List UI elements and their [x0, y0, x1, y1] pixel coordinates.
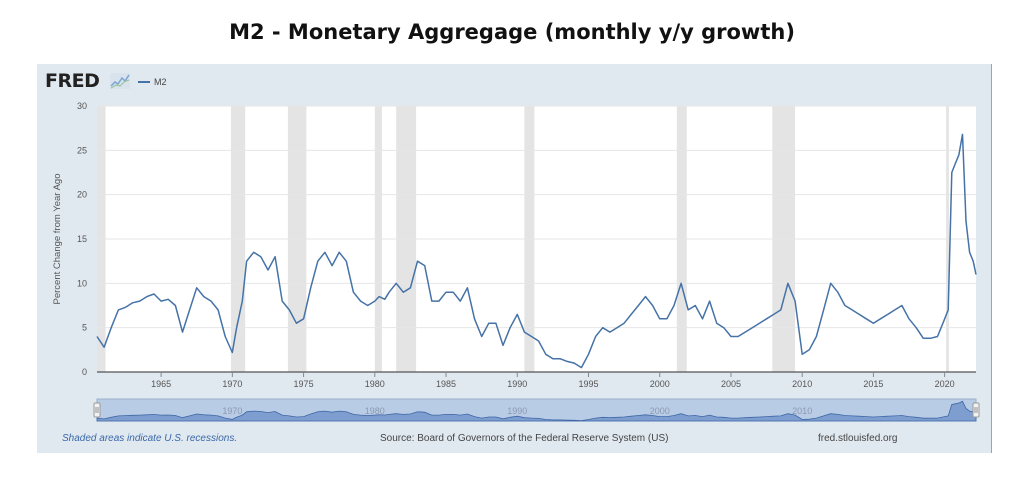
- chart-title: M2 - Monetary Aggregage (monthly y/y gro…: [229, 20, 795, 44]
- navigator-year-label: 1980: [365, 406, 385, 416]
- fred-logo[interactable]: FRED: [45, 70, 100, 92]
- legend[interactable]: M2: [138, 77, 167, 87]
- navigator-left-handle[interactable]: [93, 402, 101, 418]
- y-tick-label: 15: [77, 234, 87, 244]
- range-navigator[interactable]: 1970 1980 1990 2000 2010: [93, 398, 980, 422]
- navigator-year-label: 1990: [507, 406, 527, 416]
- navigator-series-area: [96, 400, 977, 422]
- y-tick-label: 10: [77, 278, 87, 288]
- y-tick-label: 20: [77, 190, 87, 200]
- x-tick-label: 1975: [294, 379, 314, 389]
- axes: 0 5 10 15 20 25 30 1965 1970 1975 1980 1985 1990 1995…: [77, 101, 976, 389]
- x-tick-label: 1965: [151, 379, 171, 389]
- series-line-m2: [96, 133, 977, 369]
- legend-swatch-m2: [138, 81, 150, 83]
- navigator-year-label: 2010: [792, 406, 812, 416]
- fred-url-link[interactable]: fred.stlouisfed.org: [818, 433, 898, 444]
- x-tick-label: 2020: [935, 379, 955, 389]
- x-tick-label: 1995: [578, 379, 598, 389]
- recession-note: Shaded areas indicate U.S. recessions.: [62, 433, 238, 444]
- x-tick-label: 1980: [365, 379, 385, 389]
- source-credit: Source: Board of Governors of the Federa…: [380, 433, 669, 444]
- navigator-year-label: 1970: [222, 406, 242, 416]
- navigator-year-label: 2000: [650, 406, 670, 416]
- y-tick-label: 25: [77, 145, 87, 155]
- x-tick-label: 2005: [721, 379, 741, 389]
- x-tick-label: 2015: [863, 379, 883, 389]
- navigator-right-handle[interactable]: [972, 402, 980, 418]
- series-layer: [96, 133, 977, 369]
- x-tick-label: 2010: [792, 379, 812, 389]
- gridlines: [97, 105, 976, 329]
- x-tick-label: 1970: [222, 379, 242, 389]
- y-tick-label: 5: [82, 323, 87, 333]
- x-tick-label: 1985: [436, 379, 456, 389]
- y-axis-label: Percent Change from Year Ago: [52, 174, 63, 305]
- y-tick-label: 30: [77, 101, 87, 111]
- y-tick-label: 0: [82, 367, 87, 377]
- y-axis-label-group: Percent Change from Year Ago: [52, 174, 63, 305]
- fred-logo-chart-icon: [110, 73, 130, 89]
- legend-label-m2: M2: [154, 77, 167, 87]
- x-tick-label: 2000: [650, 379, 670, 389]
- x-tick-label: 1990: [507, 379, 527, 389]
